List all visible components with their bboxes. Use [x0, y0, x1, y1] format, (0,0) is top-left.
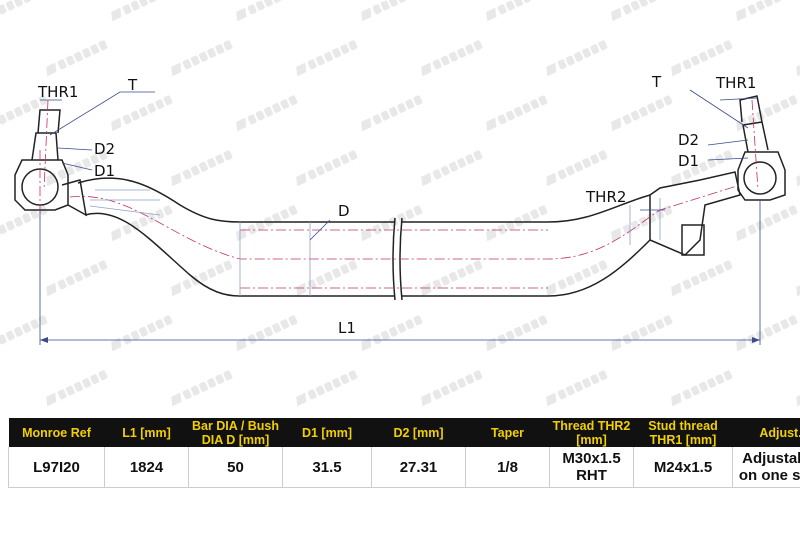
tie-rod-drawing: THR1 T D2 D1 D L1 THR2 T THR1 D2 D1 — [0, 0, 800, 407]
l1-arrow-right — [752, 337, 760, 343]
tie-rod-outline — [14, 95, 786, 301]
watermark-logo — [611, 95, 673, 132]
table-cell: M24x1.5 — [633, 447, 733, 488]
column-header: D2 [mm] — [371, 418, 466, 447]
label-d: D — [338, 202, 350, 220]
watermark-logo — [796, 282, 800, 297]
specification-table: Monroe Ref L1 [mm] Bar DIA / Bush DIA D [m… — [8, 418, 800, 488]
watermark-logo — [296, 150, 358, 187]
watermark-logo — [111, 0, 157, 22]
label-d1-left: D1 — [94, 162, 115, 180]
table-row: L97I20 1824 50 31.5 27.31 1/8 M30x1.5 RHT M24x1… — [8, 447, 800, 488]
watermark-logo — [0, 315, 48, 345]
watermark-logo — [611, 0, 657, 22]
column-header: Thread THR2 [mm] — [549, 418, 634, 447]
column-header: D1 [mm] — [282, 418, 372, 447]
watermark-logo — [236, 0, 282, 22]
watermark-logo — [236, 205, 298, 242]
watermark-logo — [736, 0, 782, 22]
watermark-logo — [486, 0, 532, 22]
watermark-logo — [421, 40, 483, 77]
watermark-logo — [546, 150, 608, 187]
table-cell: 31.5 — [282, 447, 372, 488]
watermark-logo — [296, 40, 358, 77]
watermark-logo — [296, 370, 358, 407]
column-header: L1 [mm] — [104, 418, 189, 447]
watermark-logo — [796, 392, 800, 407]
watermark-logo — [796, 62, 800, 77]
watermark-logo — [46, 370, 108, 407]
watermark-logo — [736, 315, 798, 352]
column-header: Taper — [465, 418, 550, 447]
watermark-logo — [46, 40, 108, 77]
watermark-logo — [171, 370, 233, 407]
watermark-logo — [611, 315, 673, 352]
watermark-logo — [546, 40, 608, 77]
watermark-logo — [171, 40, 233, 77]
column-header: Bar DIA / Bush DIA D [mm] — [188, 418, 283, 447]
column-header: Adjust. — [732, 418, 800, 447]
table-cell: 1/8 — [465, 447, 550, 488]
column-header: Monroe Ref — [8, 418, 105, 447]
watermark-logo — [236, 315, 298, 352]
watermark-logo — [111, 315, 173, 352]
watermark-logo — [171, 260, 233, 297]
watermark-logo — [111, 95, 173, 132]
watermark-logo — [421, 150, 483, 187]
watermark-logo — [236, 95, 298, 132]
table-cell: 50 — [188, 447, 283, 488]
watermark-logo — [361, 95, 423, 132]
label-d1-right: D1 — [678, 152, 699, 170]
watermark-logo — [296, 260, 358, 297]
watermark-logo — [486, 315, 548, 352]
watermark-logo — [486, 95, 548, 132]
header-row: Monroe Ref L1 [mm] Bar DIA / Bush DIA D [m… — [8, 418, 800, 447]
table-cell: 1824 — [104, 447, 189, 488]
watermark-logo — [546, 260, 608, 297]
watermark-logo — [421, 260, 483, 297]
watermark-logo — [421, 370, 483, 407]
table-cell: M30x1.5 RHT — [549, 447, 634, 488]
label-thr1-left: THR1 — [37, 83, 78, 101]
watermark-logo — [361, 0, 407, 22]
watermark-pattern — [0, 0, 800, 407]
column-header: Stud thread THR1 [mm] — [633, 418, 733, 447]
watermark-logo — [171, 150, 233, 187]
watermark-logo — [671, 370, 733, 407]
label-t-right: T — [651, 73, 662, 91]
watermark-logo — [0, 95, 48, 125]
table-cell: L97I20 — [8, 447, 105, 488]
label-l1: L1 — [338, 319, 356, 337]
watermark-logo — [0, 0, 32, 15]
leader-lines — [39, 89, 761, 345]
watermark-logo — [486, 205, 548, 242]
watermark-logo — [546, 370, 608, 407]
watermark-logo — [46, 260, 108, 297]
watermark-logo — [671, 260, 733, 297]
table-cell: 27.31 — [371, 447, 466, 488]
watermark-logo — [736, 205, 798, 242]
thread-hatching — [89, 189, 661, 296]
label-thr2: THR2 — [585, 188, 626, 206]
watermark-logo — [361, 205, 423, 242]
label-d2-right: D2 — [678, 131, 699, 149]
label-thr1-right: THR1 — [715, 74, 756, 92]
label-t-left: T — [127, 76, 138, 94]
label-d2-left: D2 — [94, 140, 115, 158]
l1-arrow-left — [40, 337, 48, 343]
table-cell: Adjustable on one side — [732, 447, 800, 488]
watermark-logo — [796, 172, 800, 187]
watermark-logo — [361, 315, 423, 352]
watermark-logo — [671, 40, 733, 77]
watermark-logo — [111, 205, 173, 242]
